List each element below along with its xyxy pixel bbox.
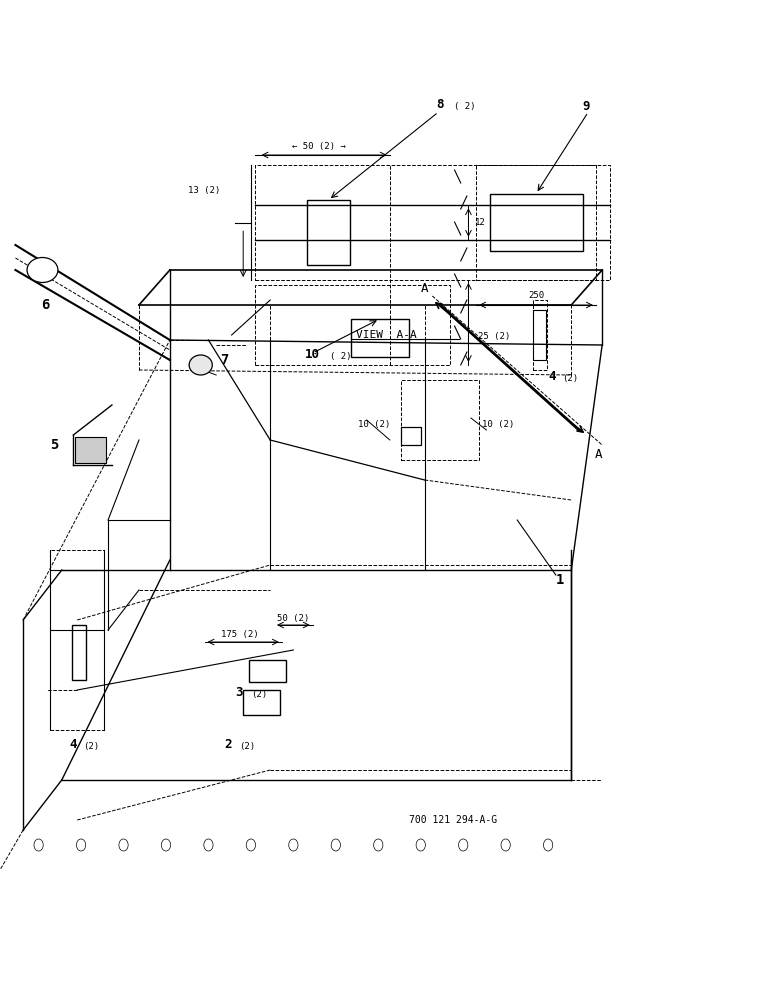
Bar bbox=[401, 427, 421, 445]
Text: ← 50 (2) →: ← 50 (2) → bbox=[292, 142, 346, 151]
Bar bbox=[72, 625, 86, 680]
Ellipse shape bbox=[27, 257, 58, 282]
Text: ( 2): ( 2) bbox=[330, 353, 351, 361]
Text: A: A bbox=[421, 282, 428, 294]
Text: 5: 5 bbox=[50, 438, 59, 452]
Bar bbox=[476, 165, 596, 280]
Bar bbox=[490, 194, 583, 251]
Text: 50 (2): 50 (2) bbox=[277, 613, 310, 622]
Bar bbox=[350, 319, 408, 357]
Text: 3: 3 bbox=[235, 686, 243, 698]
Text: (2): (2) bbox=[239, 742, 256, 752]
Bar bbox=[243, 690, 280, 715]
Text: 10: 10 bbox=[305, 349, 320, 361]
Bar bbox=[50, 550, 104, 730]
Text: 9: 9 bbox=[583, 101, 591, 113]
Bar bbox=[255, 165, 610, 280]
Text: VIEW  A-A: VIEW A-A bbox=[356, 330, 416, 340]
Bar bbox=[307, 200, 350, 265]
Text: 175 (2): 175 (2) bbox=[221, 631, 258, 640]
Bar bbox=[249, 660, 286, 682]
Bar bbox=[75, 437, 106, 463]
Text: 250: 250 bbox=[528, 290, 544, 300]
Text: 25 (2): 25 (2) bbox=[478, 332, 510, 342]
Text: 13 (2): 13 (2) bbox=[188, 186, 220, 195]
Text: (2): (2) bbox=[562, 374, 578, 383]
Text: 1: 1 bbox=[556, 573, 564, 587]
Text: (2): (2) bbox=[83, 742, 100, 752]
Bar bbox=[533, 310, 546, 360]
Text: 6: 6 bbox=[41, 298, 49, 312]
Text: 10 (2): 10 (2) bbox=[358, 420, 391, 430]
Text: 8: 8 bbox=[436, 99, 444, 111]
Text: A: A bbox=[594, 448, 602, 462]
Bar bbox=[401, 380, 479, 460]
Text: 4: 4 bbox=[69, 738, 77, 752]
Text: 7: 7 bbox=[220, 353, 229, 367]
Text: ( 2): ( 2) bbox=[454, 103, 476, 111]
Text: 4: 4 bbox=[548, 370, 556, 383]
Ellipse shape bbox=[189, 355, 212, 375]
Text: 2: 2 bbox=[224, 738, 232, 752]
Text: (2): (2) bbox=[251, 690, 267, 698]
Text: 700 121 294-A-G: 700 121 294-A-G bbox=[409, 815, 497, 825]
Bar bbox=[255, 285, 450, 365]
Text: 12: 12 bbox=[475, 218, 486, 227]
Bar bbox=[533, 300, 547, 370]
Text: 10 (2): 10 (2) bbox=[482, 420, 515, 430]
